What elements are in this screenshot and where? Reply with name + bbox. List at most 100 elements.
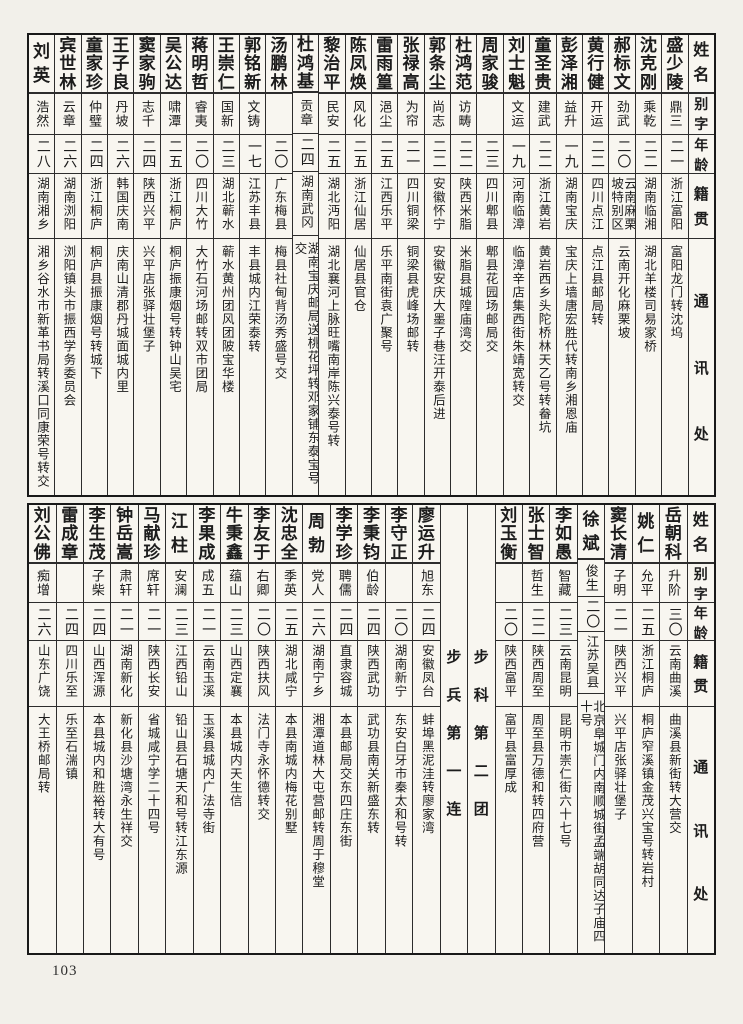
person-column: 姚仁 允平 二五 浙江桐庐 桐庐窄溪镇金茂兴宝号转岩村 [632,505,661,953]
mailing-address-cell: 蚌埠黑泥洼转廖家湾 [419,713,434,835]
person-column: 李果成 成五 二一 云南玉溪 玉溪县城内广法寺街 [193,505,222,953]
row-header-mailing-address: 通讯处 [693,759,709,904]
name-cell: 盛少陵 [662,35,688,94]
native-place-cell: 湖南浏阳 [55,174,81,239]
person-column: 江柱 安澜 二三 江西铅山 铅山县石塘天和号转江东源 [166,505,194,953]
courtesy-name-cell: 浩然 [28,94,55,135]
age-cell: 二八 [28,135,55,174]
person-column: 郭铭新 文铸 一七 江苏丰县 丰县城内江荣泰转 [239,35,267,495]
name-cell: 杜鸿基 [292,35,319,94]
person-column: 刘公佛 痴增 二六 山东广饶 大王桥邮局转 [29,505,57,953]
name-cell: 雷成章 [56,505,83,564]
native-place-cell: 江西乐平 [371,174,398,239]
person-column: 盛少陵 鼎三 二一 浙江富阳 富阳龙门转沈坞 [662,35,689,495]
native-place-cell: 江西铅山 [166,641,193,707]
mailing-address-cell: 湖北羊楼司易家桥 [642,245,657,353]
name-cell: 郭条尘 [424,35,451,94]
name-cell: 汤鹏林 [266,35,292,94]
person-column: 童家珍 仲璧 二四 浙江桐庐 桐庐县振康烟号转城下 [81,35,109,495]
name-cell: 沈忠全 [276,505,303,564]
person-column: 宾世林 云章 二六 湖南浏阳 浏阳镇头市振西学务委员会 [55,35,82,495]
name-cell: 窦家驹 [134,35,160,94]
person-column: 窦家驹 志千 二四 陕西兴平 兴平店张驿壮堡子 [134,35,161,495]
unit-section-label: 步兵第一连 [446,650,462,818]
name-cell: 周勃 [303,505,330,564]
courtesy-name-cell: 劲武 [609,94,635,135]
age-cell: 二四 [83,603,111,641]
age-cell: 二六 [108,135,134,174]
mailing-address-cell: 安徽安庆大墨子巷汪开泰后进 [430,245,445,421]
mailing-address-cell: 桐庐县振康烟号转城下 [87,245,102,380]
courtesy-name-cell: 右卿 [248,564,275,603]
name-cell: 张士智 [522,505,550,564]
mailing-address-cell: 点江县邮局转 [589,245,604,326]
native-place-cell: 湖南武冈 [292,172,319,237]
person-column: 刘士魁 文运 一九 河南临漳 临漳辛店集西街朱靖宽转交 [503,35,531,495]
person-column: 杜鸿基 贡章 二四 湖南武冈 湖南宝庆邮局送桃花坪转邓家铺东泰宝号交 [292,35,320,495]
native-place-cell: 安徽凤台 [413,641,440,707]
name-cell: 雷雨篁 [371,35,398,94]
courtesy-name-cell: 睿夷 [187,94,213,135]
courtesy-name-cell: 俊生 [577,560,605,597]
person-column: 童圣贵 建武 二二 浙江黄岩 黄岩西乡头陀桥林天乙号转畚坑 [530,35,557,495]
native-place-cell: 浙江富阳 [662,174,688,239]
table-top: 姓名 别字 年龄 籍贯 通讯处 盛少陵 鼎三 二一 浙江富阳 富阳龙门转沈坞 沈… [27,33,716,497]
native-place-cell: 山东广饶 [29,641,56,707]
name-cell: 宾世林 [55,35,81,94]
mailing-address-cell: 本县城内和胜裕转大有号 [90,713,105,862]
age-cell: 二一 [662,135,688,174]
native-place-cell: 陕西周至 [522,641,550,707]
mailing-address-cell: 郫县花园场邮局交 [483,245,498,353]
courtesy-name-cell: 志千 [134,94,160,135]
mailing-address-cell: 湘潭道林大屯营邮转周于穆堂 [310,713,325,889]
mailing-address-cell: 曲溪县新街转大营交 [666,713,681,835]
age-cell: 二四 [358,603,385,641]
person-column: 李友于 右卿 二〇 陕西扶风 法门寺永怀德转交 [248,505,276,953]
age-cell: 二一 [605,603,632,641]
mailing-address-cell: 湖南宝庆邮局送桃花坪转邓家铺东泰宝号交 [292,242,319,486]
name-cell: 岳朝科 [660,505,687,564]
mailing-address-cell: 大竹石河场邮转双市团局 [193,245,208,394]
native-place-cell: 河南临漳 [503,174,530,239]
person-column: 王子良 丹坡 二六 韩国庆南 庆南山清郡丹城面城内里 [108,35,135,495]
native-place-cell: 云南玉溪 [193,641,221,707]
name-cell: 刘士魁 [503,35,530,94]
person-column: 郭条尘 尚志 二二 安徽怀宁 安徽安庆大墨子巷汪开泰后进 [424,35,452,495]
row-header-courtesy-name: 别字 [688,94,714,135]
person-column: 岳朝科 升阶 三〇 云南曲溪 曲溪县新街转大营交 [660,505,688,953]
name-cell: 江柱 [166,505,193,564]
name-cell: 李守正 [385,505,413,564]
mailing-address-cell: 湖北襄河上脉旺嘴南岸陈兴泰号转 [325,245,340,448]
mailing-address-cell: 梅县社甸背汤秀盛号交 [272,245,287,380]
name-cell: 黄行健 [583,35,609,94]
name-cell: 姚仁 [632,505,660,564]
row-header-courtesy-name: 别字 [687,564,714,603]
courtesy-name-cell: 哲生 [522,564,550,603]
courtesy-name-cell: 伯龄 [358,564,385,603]
name-cell: 窦长清 [605,505,632,564]
courtesy-name-cell: 乘乾 [635,94,662,135]
mailing-address-cell: 云南开化麻栗坡 [615,245,630,340]
person-column: 杜鸿范 访畴 二二 陕西米脂 米脂县城隍庙湾交 [451,35,478,495]
age-cell: 二四 [56,603,83,641]
mailing-address-cell: 临漳辛店集西街朱靖宽转交 [510,245,525,407]
age-cell: 二二 [530,135,556,174]
courtesy-name-cell: 智藏 [550,564,577,603]
native-place-cell: 浙江黄岩 [530,174,556,239]
native-place-cell: 云南昆明 [550,641,577,707]
courtesy-name-cell: 鼎三 [662,94,688,135]
person-column: 郝标文 劲武 二〇 云南麻栗坡特别区 云南开化麻栗坡 [609,35,636,495]
native-place-cell: 山西定襄 [221,641,248,707]
unit-section-column: 步兵第一连 [441,505,469,953]
age-cell: 二四 [330,603,358,641]
name-cell: 刘玉衡 [495,505,522,564]
person-column: 雷雨篁 浥尘 二五 江西乐平 乐平南街袁广聚号 [371,35,399,495]
age-cell: 二三 [221,603,248,641]
native-place-cell: 湖南新宁 [385,641,413,707]
age-cell: 二五 [371,135,398,174]
mailing-address-cell: 东安白牙市秦太和号转 [392,713,407,848]
age-cell: 二二 [451,135,477,174]
courtesy-name-cell [495,564,522,603]
name-cell: 廖运升 [413,505,440,564]
